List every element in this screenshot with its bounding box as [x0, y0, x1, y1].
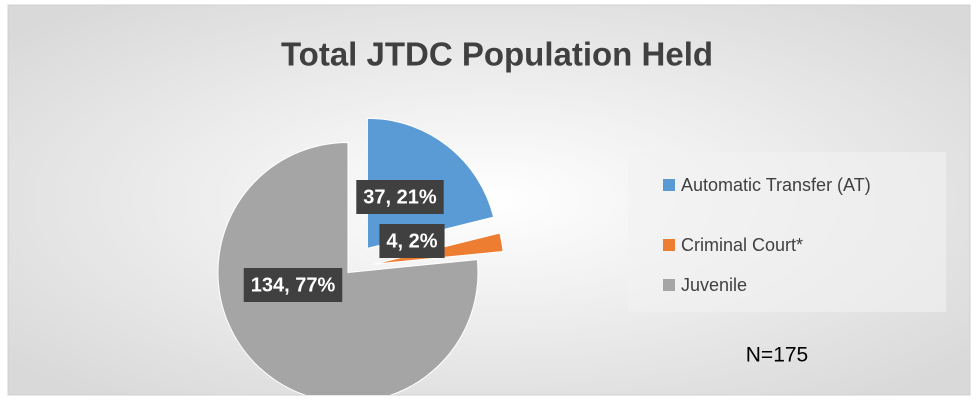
pie-slice	[217, 141, 479, 395]
data-label-group: 134, 77%	[243, 268, 343, 302]
data-label-group: 37, 21%	[356, 180, 444, 214]
data-label: 4, 2%	[386, 230, 437, 252]
data-label-group: 4, 2%	[379, 224, 445, 258]
legend-box	[628, 152, 946, 312]
legend-swatch	[663, 179, 675, 191]
legend-swatch	[663, 279, 675, 291]
legend-label: Juvenile	[681, 275, 747, 295]
legend-label: Automatic Transfer (AT)	[681, 175, 871, 195]
legend-swatch	[663, 239, 675, 251]
data-label-bg	[356, 180, 444, 214]
legend-label: Criminal Court*	[681, 235, 803, 255]
annotation: N=175	[746, 344, 808, 367]
data-label-bg	[379, 224, 445, 258]
data-label: 134, 77%	[251, 274, 336, 296]
data-label: 37, 21%	[363, 186, 437, 208]
data-label-bg	[243, 268, 343, 302]
chart-title: Total JTDC Population Held	[281, 36, 713, 73]
